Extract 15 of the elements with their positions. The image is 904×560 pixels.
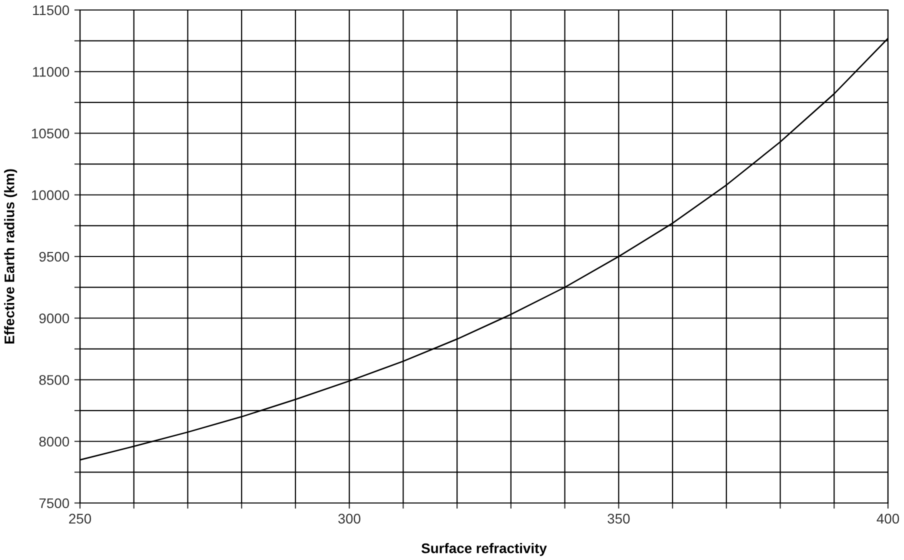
x-axis-title: Surface refractivity [421,543,547,556]
y-tick-label: 11000 [33,66,70,77]
x-tick-label: 350 [608,514,630,524]
y-tick-label: 8000 [39,436,70,447]
y-tick-label: 7500 [39,498,70,508]
y-tick-label: 9500 [39,252,70,262]
x-tick-label: 300 [338,514,360,524]
x-tick-label: 400 [876,514,900,524]
y-tick-label: 9000 [39,313,70,324]
y-tick-label: 11500 [33,5,70,16]
x-tick-label: 250 [69,514,92,524]
y-tick-label: 10000 [32,190,70,200]
y-tick-label: 10500 [32,128,70,138]
y-tick-label: 8500 [39,375,70,385]
y-axis-title: Effective Earth radius (km) [4,169,18,344]
